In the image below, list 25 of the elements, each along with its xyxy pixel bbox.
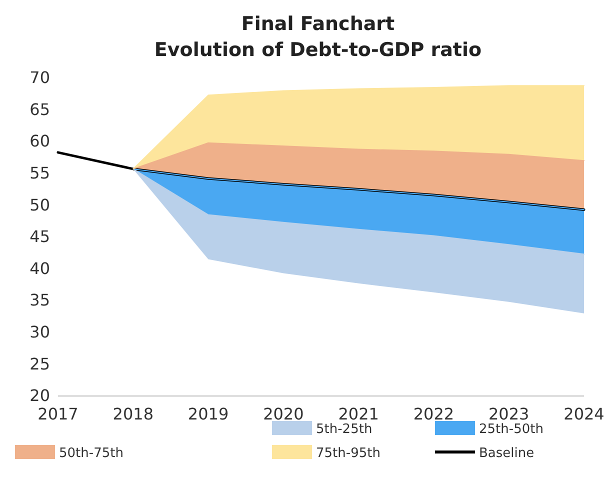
x-tick-label: 2020 [263, 404, 304, 424]
y-tick-label: 30 [30, 322, 50, 342]
x-tick-label: 2018 [112, 404, 154, 424]
x-tick-label: 2017 [38, 404, 78, 424]
y-tick-label: 70 [30, 68, 50, 88]
legend-label: 5th-25th [316, 422, 372, 437]
y-tick-label: 65 [30, 100, 50, 119]
y-tick-label: 35 [30, 290, 50, 310]
y-tick-label: 45 [30, 227, 50, 246]
y-tick-label: 25 [30, 354, 50, 374]
x-tick-label: 2022 [413, 404, 454, 424]
legend-label: Baseline [479, 446, 534, 461]
x-tick-label: 2024 [564, 404, 604, 424]
y-tick-label: 20 [30, 386, 50, 406]
x-tick-label: 2023 [488, 404, 530, 424]
y-tick-label: 50 [30, 195, 50, 214]
x-tick-label: 2019 [188, 404, 229, 424]
legend-label: 50th-75th [59, 446, 124, 461]
legend-label: 75th-95th [316, 446, 380, 461]
y-tick-label: 55 [30, 164, 50, 183]
y-tick-label: 40 [30, 258, 50, 278]
x-tick-label: 2021 [338, 404, 379, 424]
chart-title: Final Fanchart Evolution of Debt-to-GDP ratio [154, 13, 482, 61]
y-tick-label: 60 [30, 132, 50, 151]
legend-label: 25th-50th [479, 422, 544, 437]
